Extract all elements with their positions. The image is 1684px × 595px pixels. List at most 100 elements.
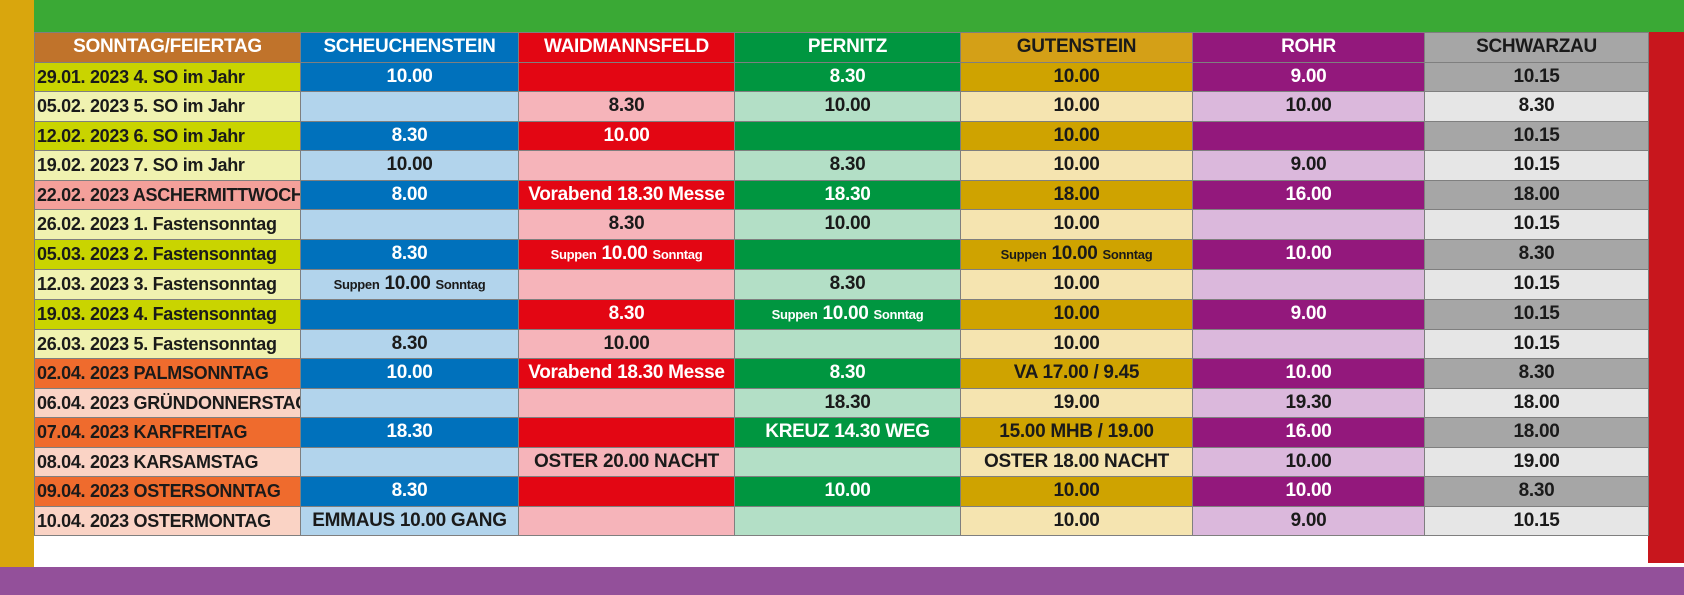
time-cell bbox=[1192, 209, 1425, 240]
cell-time: OSTER 20.00 NACHT bbox=[534, 450, 719, 472]
cell-time: KREUZ 14.30 WEG bbox=[765, 421, 930, 443]
time-cell: 18.00 bbox=[1424, 179, 1649, 210]
cell-time: 8.30 bbox=[391, 243, 428, 264]
frame-top-bar bbox=[34, 0, 1684, 32]
time-cell: 10.00 bbox=[518, 328, 735, 359]
time-cell: 8.30 bbox=[300, 238, 519, 270]
cell-time: 8.30 bbox=[391, 480, 428, 502]
time-cell bbox=[300, 446, 519, 477]
cell-time: 10.00 bbox=[386, 362, 433, 384]
time-cell bbox=[518, 61, 735, 92]
table-row: 12.03. 2023 3. Fastensonntag Suppen 10.00… bbox=[34, 268, 1649, 300]
cell-time: 18.00 bbox=[1513, 391, 1560, 413]
cell-time: 10.00 bbox=[1285, 480, 1332, 502]
time-cell: 10.00 bbox=[300, 358, 519, 389]
time-cell: 18.00 bbox=[1424, 417, 1649, 448]
time-cell bbox=[518, 387, 735, 418]
cell-time: OSTER 18.00 NACHT bbox=[984, 450, 1169, 472]
time-cell: 10.00 bbox=[1192, 238, 1425, 270]
time-cell bbox=[518, 417, 735, 448]
time-cell: 10.00 bbox=[300, 150, 519, 181]
time-cell bbox=[734, 446, 961, 477]
cell-time: VA 17.00 / 9.45 bbox=[1013, 362, 1140, 384]
date-cell: 19.03. 2023 4. Fastensonntag bbox=[34, 298, 301, 330]
cell-time: 18.30 bbox=[386, 421, 433, 443]
table-row: 26.02. 2023 1. Fastensonntag 8.30 10.00 10.… bbox=[34, 209, 1649, 240]
time-cell: Suppen 10.00 Sonntag bbox=[518, 238, 735, 270]
table-row: 06.04. 2023 GRÜNDONNERSTAG 18.30 19.00 19.3… bbox=[34, 387, 1649, 418]
cell-time: 9.00 bbox=[1290, 65, 1327, 87]
time-cell: 10.00 bbox=[960, 209, 1193, 240]
time-cell: KREUZ 14.30 WEG bbox=[734, 417, 961, 448]
cell-time: 10.00 bbox=[386, 154, 433, 176]
time-cell: 10.00 bbox=[960, 328, 1193, 359]
time-cell: 10.00 bbox=[300, 61, 519, 92]
cell-time: 9.00 bbox=[1290, 154, 1327, 176]
table-row: 05.02. 2023 5. SO im Jahr 8.30 10.00 10.00 1… bbox=[34, 91, 1649, 122]
time-cell: 8.30 bbox=[1424, 476, 1649, 507]
cell-prefix: Suppen bbox=[1000, 246, 1047, 262]
cell-time: 10.15 bbox=[1513, 213, 1560, 235]
time-cell bbox=[300, 209, 519, 240]
table-row: 29.01. 2023 4. SO im Jahr 10.00 8.30 10.00 9… bbox=[34, 61, 1649, 92]
cell-time: 10.00 bbox=[822, 302, 869, 324]
cell-time: 10.15 bbox=[1513, 303, 1560, 324]
frame-left-bar bbox=[0, 0, 34, 595]
time-cell: 18.00 bbox=[1424, 387, 1649, 418]
time-cell: Suppen 10.00 Sonntag bbox=[960, 238, 1193, 270]
time-cell: Vorabend 18.30 Messe bbox=[518, 358, 735, 389]
date-cell: 22.02. 2023 ASCHERMITTWOCH bbox=[34, 179, 301, 210]
cell-time: 8.30 bbox=[829, 154, 866, 176]
cell-time: 19.30 bbox=[1285, 391, 1332, 413]
date-cell: 29.01. 2023 4. SO im Jahr bbox=[34, 61, 301, 92]
cell-prefix: Suppen bbox=[771, 306, 818, 322]
cell-time: 8.30 bbox=[608, 213, 645, 235]
header-date: SONNTAG/FEIERTAG bbox=[34, 32, 301, 63]
header-rohr: ROHR bbox=[1192, 32, 1425, 63]
time-cell: 10.00 bbox=[960, 61, 1193, 92]
cell-time: 10.00 bbox=[603, 332, 650, 354]
time-cell: 8.00 bbox=[300, 179, 519, 210]
time-cell: 8.30 bbox=[518, 209, 735, 240]
cell-time: 18.30 bbox=[824, 391, 871, 413]
cell-time: 10.00 bbox=[1053, 154, 1100, 176]
time-cell bbox=[734, 120, 961, 151]
time-cell: 8.30 bbox=[734, 150, 961, 181]
cell-time: 8.30 bbox=[829, 65, 866, 87]
cell-time: 10.00 bbox=[824, 213, 871, 235]
cell-time: 8.30 bbox=[829, 362, 866, 384]
time-cell: 10.15 bbox=[1424, 505, 1649, 536]
frame-right-bar bbox=[1648, 32, 1684, 563]
time-cell: 15.00 MHB / 19.00 bbox=[960, 417, 1193, 448]
time-cell: 8.30 bbox=[300, 476, 519, 507]
header-row: SONNTAG/FEIERTAG SCHEUCHENSTEIN WAIDMANN… bbox=[34, 32, 1649, 63]
header-pernitz: PERNITZ bbox=[734, 32, 961, 63]
header-scheuchenstein: SCHEUCHENSTEIN bbox=[300, 32, 519, 63]
date-cell: 07.04. 2023 KARFREITAG bbox=[34, 417, 301, 448]
time-cell: 19.00 bbox=[960, 387, 1193, 418]
time-cell: 18.30 bbox=[734, 387, 961, 418]
cell-prefix: Suppen bbox=[550, 246, 597, 262]
time-cell: 9.00 bbox=[1192, 150, 1425, 181]
cell-time: 10.00 bbox=[386, 65, 433, 87]
time-cell: Suppen 10.00 Sonntag bbox=[300, 268, 519, 300]
table-row: 19.03. 2023 4. Fastensonntag 8.30 Suppen 1… bbox=[34, 298, 1649, 330]
time-cell: 10.15 bbox=[1424, 120, 1649, 151]
time-cell bbox=[300, 387, 519, 418]
cell-time: EMMAUS 10.00 GANG bbox=[312, 509, 507, 531]
cell-time: 8.30 bbox=[391, 332, 428, 354]
time-cell bbox=[518, 150, 735, 181]
cell-time: 10.00 bbox=[1053, 124, 1100, 146]
cell-time: Vorabend 18.30 Messe bbox=[528, 183, 725, 205]
cell-time: 10.00 bbox=[1285, 362, 1332, 384]
cell-prefix: Suppen bbox=[333, 276, 380, 292]
time-cell bbox=[1192, 268, 1425, 300]
cell-time: 10.15 bbox=[1513, 154, 1560, 176]
cell-time: 10.00 bbox=[824, 480, 871, 502]
time-cell bbox=[518, 505, 735, 536]
cell-suffix: Sonntag bbox=[873, 306, 924, 322]
header-schwarzau: SCHWARZAU bbox=[1424, 32, 1649, 63]
time-cell bbox=[734, 238, 961, 270]
cell-time: 10.00 bbox=[1051, 242, 1098, 264]
cell-time: 8.30 bbox=[608, 95, 645, 117]
